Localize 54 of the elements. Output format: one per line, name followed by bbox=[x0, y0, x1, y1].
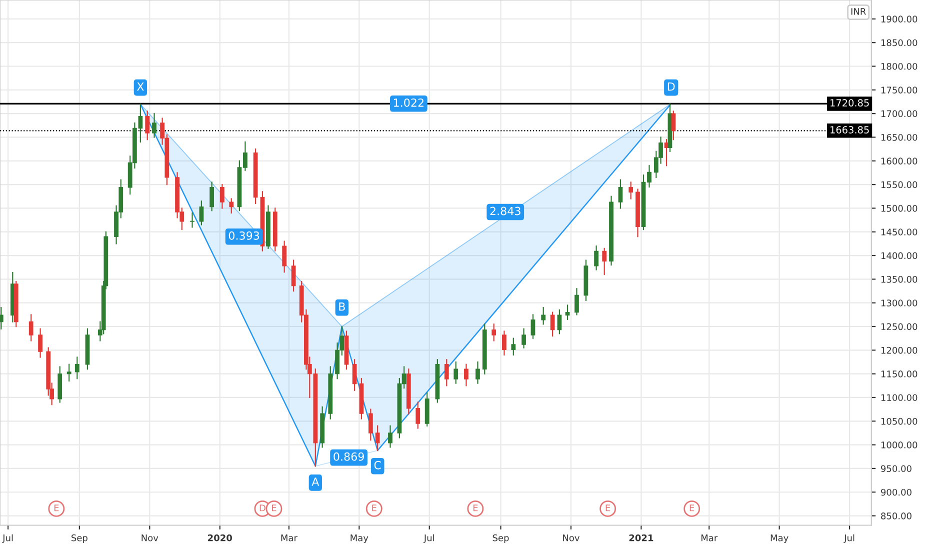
ref-line-label: 1720.85 bbox=[830, 99, 869, 107]
y-tick-label: 1200.00 bbox=[881, 346, 918, 354]
y-tick-label: 1000.00 bbox=[881, 442, 918, 448]
x-tick-label: Nov bbox=[142, 534, 158, 542]
x-tick-label: Jul bbox=[423, 534, 434, 543]
y-tick-label: 1600.00 bbox=[881, 158, 918, 164]
x-tick-label: May bbox=[770, 534, 788, 544]
x-tick-label: May bbox=[350, 534, 368, 544]
y-tick-label: 950.00 bbox=[881, 465, 912, 472]
annotation: E bbox=[54, 504, 59, 512]
annotation: E bbox=[606, 504, 610, 512]
annotation: 0.869 bbox=[334, 452, 364, 461]
x-tick-label: 2021 bbox=[629, 534, 654, 542]
y-tick-label: 1450.00 bbox=[881, 228, 918, 236]
annotation: 2.843 bbox=[490, 206, 520, 216]
annotation: E bbox=[272, 504, 276, 512]
y-tick-label: 1350.00 bbox=[881, 276, 918, 283]
y-tick-label: 1100.00 bbox=[881, 394, 918, 402]
x-tick-label: Jul bbox=[2, 534, 13, 543]
annotation: E bbox=[690, 504, 694, 512]
x-tick-label: Sep bbox=[492, 534, 509, 544]
annotation: B bbox=[339, 302, 345, 311]
ref-line-label: 1663.85 bbox=[830, 126, 869, 134]
y-tick-label: 1250.00 bbox=[881, 323, 918, 330]
y-tick-label: 1850.00 bbox=[881, 39, 918, 46]
x-tick-label: Jul bbox=[844, 534, 854, 543]
y-tick-label: 1800.00 bbox=[881, 62, 918, 70]
annotation: E bbox=[473, 504, 478, 512]
y-tick-label: 1750.00 bbox=[881, 86, 918, 94]
x-tick-label: Mar bbox=[281, 534, 298, 542]
x-tick-label: Nov bbox=[563, 534, 580, 542]
y-tick-label: 1150.00 bbox=[881, 370, 918, 378]
y-tick-label: 1300.00 bbox=[881, 300, 918, 306]
annotation: 0.393 bbox=[228, 231, 260, 240]
annotation: D bbox=[668, 82, 675, 91]
annotation: A bbox=[312, 478, 320, 486]
y-tick-label: 900.00 bbox=[881, 488, 912, 496]
y-tick-label: 1700.00 bbox=[881, 110, 918, 118]
y-tick-label: 1900.00 bbox=[881, 16, 918, 22]
annotation: X bbox=[136, 82, 144, 91]
y-tick-label: 1050.00 bbox=[881, 418, 918, 425]
annotation: C bbox=[374, 460, 381, 470]
y-tick-label: 1650.00 bbox=[881, 134, 918, 141]
x-tick-label: 2020 bbox=[208, 534, 232, 542]
y-tick-label: 1550.00 bbox=[881, 181, 918, 188]
annotation: INR bbox=[851, 8, 866, 15]
y-tick-label: 1500.00 bbox=[881, 204, 918, 212]
annotation: E bbox=[372, 504, 376, 512]
y-tick-label: 850.00 bbox=[881, 512, 912, 520]
annotation: 1.022 bbox=[394, 98, 424, 107]
annotation: D bbox=[260, 504, 266, 512]
x-tick-label: Mar bbox=[701, 534, 718, 542]
y-tick-label: 1400.00 bbox=[881, 252, 918, 260]
x-tick-label: Sep bbox=[72, 534, 88, 544]
